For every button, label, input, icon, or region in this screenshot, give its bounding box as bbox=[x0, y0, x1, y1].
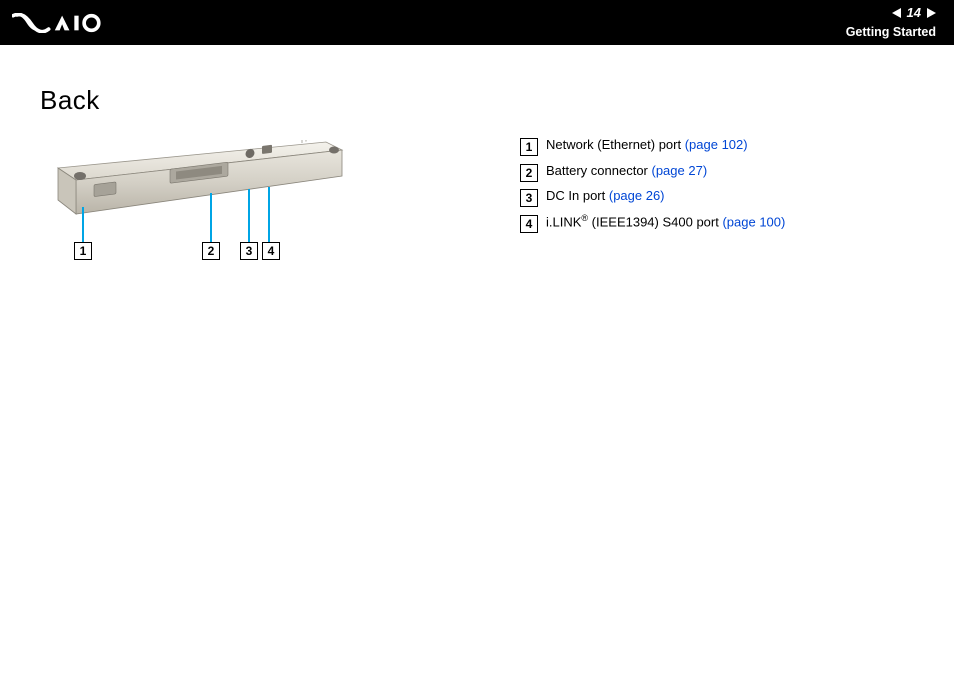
callout-number-box: 3 bbox=[240, 242, 258, 260]
section-label: Getting Started bbox=[846, 24, 936, 40]
next-page-arrow-icon[interactable] bbox=[927, 8, 936, 18]
legend-row: 1 Network (Ethernet) port (page 102) bbox=[520, 135, 914, 155]
header-bar: 14 Getting Started bbox=[0, 0, 954, 45]
callout-line bbox=[248, 189, 250, 242]
legend: 1 Network (Ethernet) port (page 102) 2 Batt… bbox=[520, 85, 914, 270]
prev-page-arrow-icon[interactable] bbox=[892, 8, 901, 18]
callout-line bbox=[82, 207, 84, 242]
page-nav: 14 bbox=[846, 5, 936, 22]
vaio-logo bbox=[12, 13, 122, 33]
registered-mark: ® bbox=[581, 213, 588, 223]
legend-number-box: 4 bbox=[520, 215, 538, 233]
callout-line bbox=[210, 193, 212, 242]
callout-number-box: 1 bbox=[74, 242, 92, 260]
page-link[interactable]: (page 26) bbox=[609, 188, 665, 203]
callout-number-box: 2 bbox=[202, 242, 220, 260]
page-number: 14 bbox=[907, 5, 921, 22]
laptop-back-diagram: 1 2 34 bbox=[50, 140, 380, 270]
laptop-illustration bbox=[50, 140, 350, 220]
legend-number-box: 3 bbox=[520, 189, 538, 207]
legend-number-box: 1 bbox=[520, 138, 538, 156]
legend-text: Battery connector (page 27) bbox=[546, 161, 707, 181]
page-title: Back bbox=[40, 85, 480, 116]
callout-number-box: 4 bbox=[262, 242, 280, 260]
legend-number-box: 2 bbox=[520, 164, 538, 182]
page-link[interactable]: (page 100) bbox=[722, 214, 785, 229]
content: Back bbox=[0, 45, 954, 270]
page-link[interactable]: (page 102) bbox=[685, 137, 748, 152]
header-right: 14 Getting Started bbox=[846, 5, 936, 40]
legend-row: 4 i.LINK® (IEEE1394) S400 port (page 100) bbox=[520, 212, 914, 232]
page-link[interactable]: (page 27) bbox=[652, 163, 708, 178]
callout-line bbox=[268, 187, 270, 242]
legend-text: Network (Ethernet) port (page 102) bbox=[546, 135, 748, 155]
legend-text: DC In port (page 26) bbox=[546, 186, 665, 206]
legend-row: 2 Battery connector (page 27) bbox=[520, 161, 914, 181]
left-column: Back bbox=[40, 85, 480, 270]
legend-row: 3 DC In port (page 26) bbox=[520, 186, 914, 206]
legend-text: i.LINK® (IEEE1394) S400 port (page 100) bbox=[546, 212, 785, 232]
